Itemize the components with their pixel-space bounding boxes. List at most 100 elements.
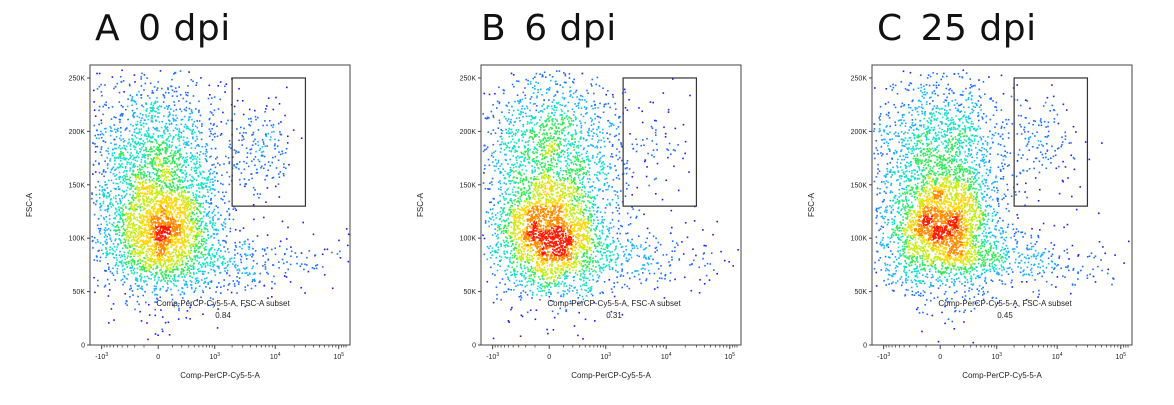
event-dot	[225, 241, 227, 244]
event-dot	[101, 249, 103, 252]
event-dot	[150, 278, 152, 280]
event-dot	[107, 295, 110, 297]
event-dot	[217, 180, 219, 182]
event-dot	[596, 274, 599, 276]
event-dot	[215, 228, 218, 231]
event-dot	[183, 159, 186, 162]
event-dot	[167, 221, 170, 224]
event-dot	[102, 252, 105, 255]
event-dot	[136, 150, 138, 152]
event-dot	[203, 254, 205, 256]
event-dot	[262, 141, 265, 143]
event-dot	[185, 264, 187, 266]
event-dot	[146, 235, 148, 238]
event-dot	[240, 261, 243, 264]
event-dot	[183, 220, 186, 222]
event-dot	[121, 197, 124, 199]
event-dot	[145, 280, 147, 282]
event-dot	[105, 270, 108, 272]
event-dot	[246, 272, 248, 274]
event-dot	[111, 252, 114, 255]
event-dot	[93, 101, 95, 103]
event-dot	[194, 147, 197, 149]
event-dot	[151, 150, 154, 153]
event-dot	[213, 248, 216, 251]
event-dot	[153, 204, 156, 207]
event-dot	[160, 181, 163, 183]
event-dot	[150, 199, 152, 201]
event-dot	[97, 241, 99, 243]
event-dot	[124, 233, 126, 236]
event-dot	[245, 258, 248, 260]
event-dot	[134, 253, 136, 256]
event-dot	[194, 203, 196, 205]
event-dot	[121, 218, 124, 221]
event-dot	[577, 212, 580, 214]
event-dot	[264, 263, 266, 266]
event-dot	[233, 283, 236, 285]
event-dot	[190, 206, 193, 209]
event-dot	[201, 170, 204, 173]
event-dot	[95, 199, 98, 202]
event-dot	[165, 244, 168, 246]
event-dot	[158, 192, 161, 195]
event-dot	[206, 189, 209, 191]
event-dot	[115, 136, 118, 138]
event-dot	[181, 226, 184, 228]
event-dot	[145, 110, 148, 112]
event-dot	[149, 189, 151, 191]
event-dot	[99, 133, 102, 136]
event-dot	[166, 281, 169, 284]
event-dot	[155, 120, 158, 122]
event-dot	[158, 222, 161, 224]
event-dot	[541, 232, 544, 235]
event-dot	[551, 282, 553, 285]
event-dot	[139, 262, 141, 264]
event-dot	[230, 147, 232, 149]
event-dot	[144, 230, 147, 233]
event-dot	[133, 231, 135, 234]
event-dot	[196, 160, 198, 163]
event-dot	[217, 308, 219, 310]
event-dot	[153, 217, 155, 219]
event-dot	[169, 192, 171, 194]
gate-frequency-label: 0.84	[215, 311, 231, 320]
event-dot	[99, 185, 101, 187]
event-dot	[290, 250, 293, 253]
event-dot	[266, 174, 269, 177]
event-dot	[192, 123, 194, 125]
event-dot	[177, 138, 179, 140]
event-dot	[182, 250, 184, 253]
event-dot	[190, 184, 192, 187]
event-dot	[198, 234, 200, 237]
event-dot	[512, 212, 514, 215]
event-dot	[116, 224, 119, 226]
event-dot	[230, 291, 233, 294]
event-dot	[178, 194, 181, 197]
event-dot	[136, 208, 138, 211]
event-dot	[123, 158, 126, 161]
event-dot	[165, 201, 168, 204]
event-dot	[184, 146, 186, 149]
event-dot	[166, 143, 168, 146]
event-dot	[190, 218, 192, 221]
gate-rectangle[interactable]	[231, 77, 307, 207]
event-dot	[150, 202, 152, 205]
event-dot	[241, 134, 243, 137]
event-dot	[134, 192, 137, 194]
x-tick-label: 104	[270, 352, 281, 361]
event-dot	[106, 157, 109, 159]
event-dot	[551, 270, 553, 272]
event-dot	[138, 234, 141, 236]
event-dot	[158, 262, 160, 264]
event-dot	[98, 193, 101, 196]
plot-frame	[89, 64, 351, 346]
event-dot	[242, 138, 245, 140]
event-dot	[173, 220, 175, 223]
event-dot	[142, 263, 144, 266]
event-dot	[142, 234, 144, 236]
event-dot	[142, 217, 145, 219]
event-dot	[544, 231, 546, 233]
event-dot	[151, 117, 153, 119]
event-dot	[307, 270, 310, 273]
